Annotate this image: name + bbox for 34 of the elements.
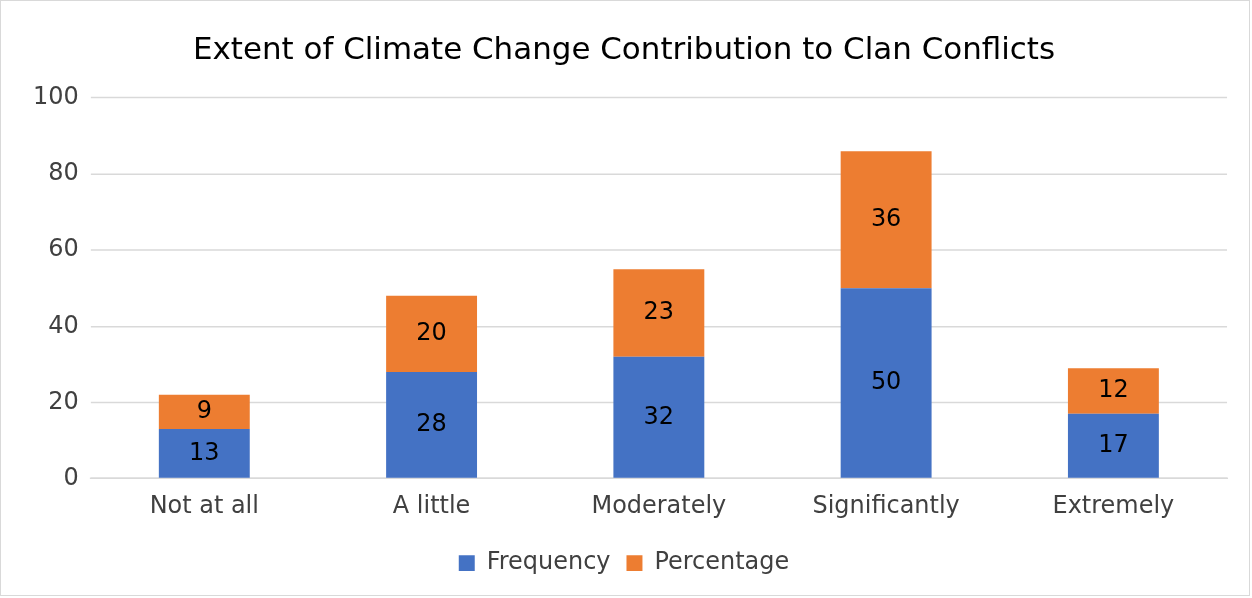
y-tick-label: 100 bbox=[32, 82, 79, 111]
data-label: 28 bbox=[416, 409, 447, 438]
x-tick-label: Not at all bbox=[149, 491, 259, 520]
data-label: 17 bbox=[1098, 430, 1129, 459]
x-tick-label: A little bbox=[392, 491, 471, 520]
legend-label: Percentage bbox=[654, 547, 790, 576]
bar bbox=[613, 269, 705, 357]
legend-label: Frequency bbox=[486, 547, 611, 576]
data-label: 12 bbox=[1098, 375, 1129, 404]
data-label: 36 bbox=[870, 203, 902, 232]
y-tick-label: 80 bbox=[48, 158, 79, 187]
chart-title: Extent of Climate Change Contribution to Clan Conflicts bbox=[192, 30, 1056, 67]
bar bbox=[1067, 413, 1159, 478]
y-tick-label: 20 bbox=[48, 386, 79, 415]
y-tick-label: 60 bbox=[48, 234, 79, 263]
bar bbox=[386, 295, 478, 372]
data-label: 20 bbox=[416, 318, 447, 347]
data-label: 13 bbox=[189, 437, 220, 466]
bar bbox=[840, 288, 932, 478]
bar bbox=[840, 151, 932, 289]
bar bbox=[1067, 368, 1159, 414]
x-tick-label: Significantly bbox=[812, 491, 960, 520]
data-label: 50 bbox=[870, 367, 902, 396]
y-tick-label: 40 bbox=[48, 310, 79, 339]
bar bbox=[158, 394, 250, 430]
y-tick-label: 0 bbox=[63, 462, 79, 491]
bar bbox=[386, 371, 478, 478]
bar bbox=[158, 429, 250, 478]
data-label: 9 bbox=[196, 396, 212, 425]
data-label: 32 bbox=[643, 401, 675, 430]
data-label: 23 bbox=[643, 297, 675, 326]
bar bbox=[613, 356, 705, 478]
x-tick-label: Moderately bbox=[591, 491, 727, 520]
x-tick-label: Extremely bbox=[1052, 491, 1175, 520]
